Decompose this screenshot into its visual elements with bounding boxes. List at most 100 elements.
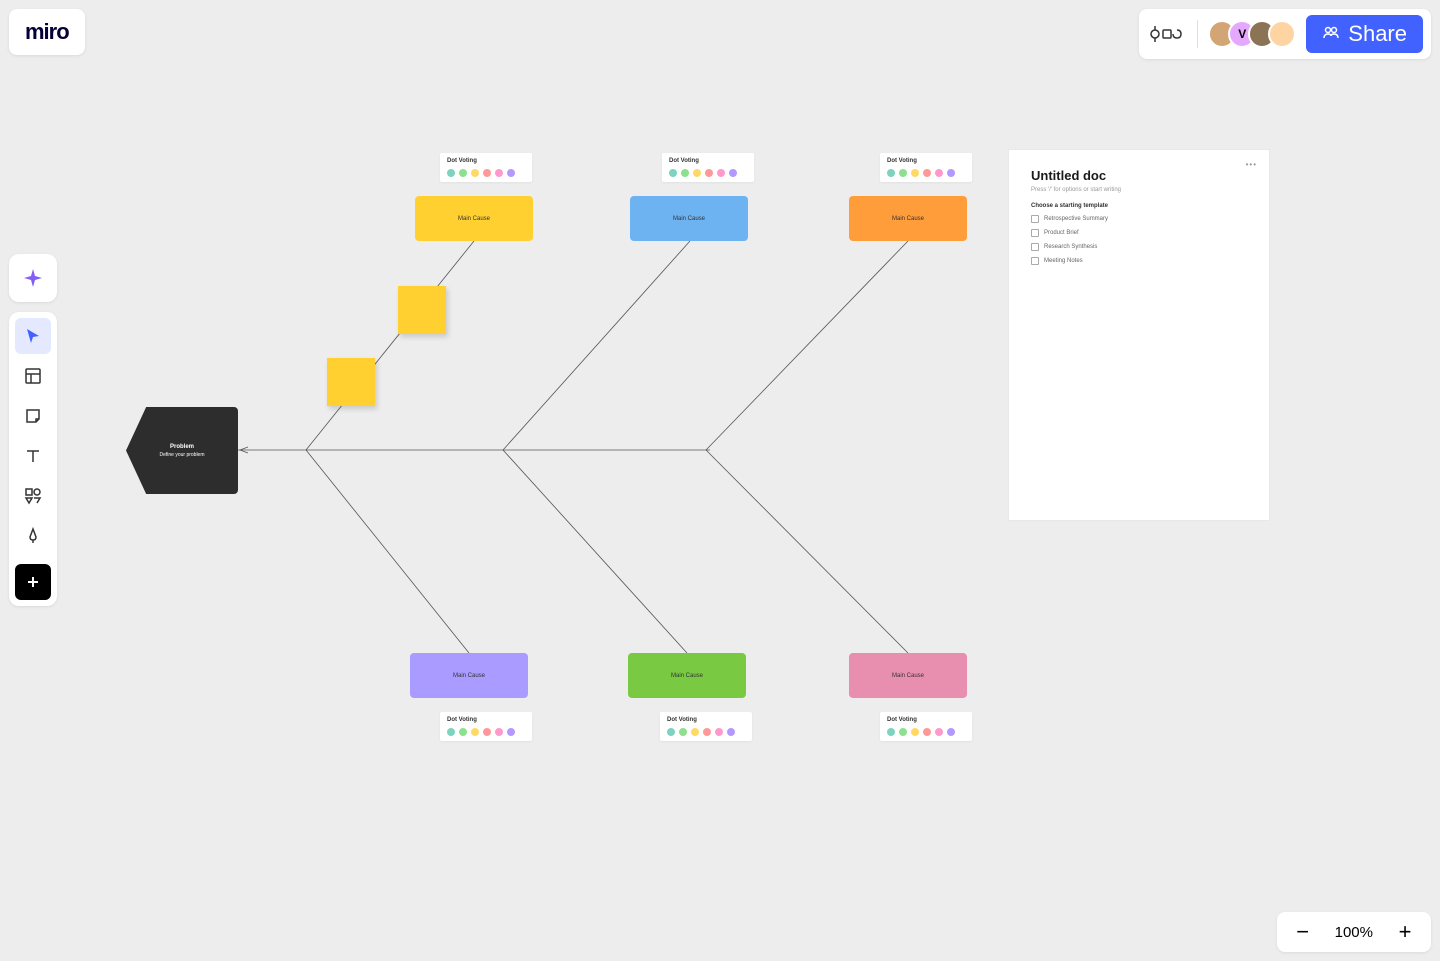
- dot-row: [447, 169, 525, 177]
- vote-dot[interactable]: [447, 169, 455, 177]
- vote-dot[interactable]: [887, 728, 895, 736]
- vote-dot[interactable]: [717, 169, 725, 177]
- template-icon: [1031, 215, 1039, 223]
- dot-voting-label: Dot Voting: [669, 158, 747, 164]
- dot-row: [669, 169, 747, 177]
- text-tool[interactable]: [15, 438, 51, 474]
- cause-box[interactable]: Main Cause: [628, 653, 746, 698]
- dot-voting-label: Dot Voting: [447, 158, 525, 164]
- vote-dot[interactable]: [495, 728, 503, 736]
- vote-dot[interactable]: [911, 728, 919, 736]
- dot-voting-panel[interactable]: Dot Voting: [880, 153, 972, 182]
- dot-row: [667, 728, 745, 736]
- vote-dot[interactable]: [727, 728, 735, 736]
- problem-subtitle: Define your problem: [159, 452, 204, 458]
- select-tool[interactable]: [15, 318, 51, 354]
- template-label: Research Synthesis: [1044, 244, 1097, 250]
- vote-dot[interactable]: [669, 169, 677, 177]
- vote-dot[interactable]: [459, 169, 467, 177]
- vote-dot[interactable]: [507, 728, 515, 736]
- doc-hint: Press '/' for options or start writing: [1031, 187, 1247, 193]
- vote-dot[interactable]: [923, 728, 931, 736]
- vote-dot[interactable]: [947, 728, 955, 736]
- vote-dot[interactable]: [495, 169, 503, 177]
- ai-button[interactable]: [9, 254, 57, 302]
- zoom-controls: − 100% +: [1277, 912, 1431, 952]
- vote-dot[interactable]: [667, 728, 675, 736]
- dot-row: [887, 728, 965, 736]
- doc-menu-icon[interactable]: •••: [1246, 160, 1257, 169]
- problem-head[interactable]: Problem Define your problem: [126, 407, 238, 494]
- vote-dot[interactable]: [483, 728, 491, 736]
- template-icon: [1031, 229, 1039, 237]
- apps-icon[interactable]: [1147, 19, 1187, 49]
- dot-row: [887, 169, 965, 177]
- dot-voting-panel[interactable]: Dot Voting: [880, 712, 972, 741]
- vote-dot[interactable]: [715, 728, 723, 736]
- vote-dot[interactable]: [483, 169, 491, 177]
- vote-dot[interactable]: [923, 169, 931, 177]
- vote-dot[interactable]: [681, 169, 689, 177]
- template-icon: [1031, 257, 1039, 265]
- vote-dot[interactable]: [729, 169, 737, 177]
- dot-voting-panel[interactable]: Dot Voting: [440, 153, 532, 182]
- vote-dot[interactable]: [691, 728, 699, 736]
- dot-voting-panel[interactable]: Dot Voting: [660, 712, 752, 741]
- vote-dot[interactable]: [471, 728, 479, 736]
- zoom-level[interactable]: 100%: [1335, 924, 1373, 941]
- sticky-note[interactable]: [327, 358, 375, 406]
- canvas[interactable]: Problem Define your problem Main Cause Ma…: [0, 0, 1440, 961]
- cause-box[interactable]: Main Cause: [630, 196, 748, 241]
- logo[interactable]: miro: [9, 9, 85, 55]
- share-label: Share: [1348, 21, 1407, 47]
- vote-dot[interactable]: [911, 169, 919, 177]
- zoom-out-button[interactable]: −: [1293, 922, 1313, 942]
- divider: [1197, 20, 1198, 48]
- doc-template[interactable]: Meeting Notes: [1031, 257, 1247, 265]
- template-label: Meeting Notes: [1044, 258, 1083, 264]
- avatar[interactable]: [1268, 20, 1296, 48]
- doc-title[interactable]: Untitled doc: [1031, 168, 1247, 183]
- vote-dot[interactable]: [471, 169, 479, 177]
- dot-row: [447, 728, 525, 736]
- cause-box[interactable]: Main Cause: [415, 196, 533, 241]
- dot-voting-panel[interactable]: Dot Voting: [440, 712, 532, 741]
- topbar: V Share: [1139, 9, 1431, 59]
- cause-box[interactable]: Main Cause: [849, 653, 967, 698]
- vote-dot[interactable]: [447, 728, 455, 736]
- vote-dot[interactable]: [935, 169, 943, 177]
- doc-template[interactable]: Retrospective Summary: [1031, 215, 1247, 223]
- vote-dot[interactable]: [935, 728, 943, 736]
- doc-section: Choose a starting template: [1031, 203, 1247, 209]
- vote-dot[interactable]: [947, 169, 955, 177]
- zoom-in-button[interactable]: +: [1395, 922, 1415, 942]
- dot-voting-label: Dot Voting: [887, 717, 965, 723]
- pen-tool[interactable]: [15, 518, 51, 554]
- template-icon: [1031, 243, 1039, 251]
- doc-panel[interactable]: ••• Untitled doc Press '/' for options o…: [1009, 150, 1269, 520]
- cause-box[interactable]: Main Cause: [849, 196, 967, 241]
- doc-template[interactable]: Research Synthesis: [1031, 243, 1247, 251]
- vote-dot[interactable]: [459, 728, 467, 736]
- template-label: Product Brief: [1044, 230, 1079, 236]
- share-button[interactable]: Share: [1306, 15, 1423, 53]
- vote-dot[interactable]: [703, 728, 711, 736]
- vote-dot[interactable]: [507, 169, 515, 177]
- vote-dot[interactable]: [899, 728, 907, 736]
- sticky-note[interactable]: [398, 286, 446, 334]
- cause-box[interactable]: Main Cause: [410, 653, 528, 698]
- dot-voting-panel[interactable]: Dot Voting: [662, 153, 754, 182]
- dot-voting-label: Dot Voting: [667, 717, 745, 723]
- vote-dot[interactable]: [693, 169, 701, 177]
- vote-dot[interactable]: [887, 169, 895, 177]
- problem-title: Problem: [170, 444, 194, 450]
- vote-dot[interactable]: [705, 169, 713, 177]
- add-tool[interactable]: [15, 564, 51, 600]
- vote-dot[interactable]: [899, 169, 907, 177]
- shapes-tool[interactable]: [15, 478, 51, 514]
- avatar-stack[interactable]: V: [1208, 20, 1296, 48]
- template-tool[interactable]: [15, 358, 51, 394]
- sticky-tool[interactable]: [15, 398, 51, 434]
- vote-dot[interactable]: [679, 728, 687, 736]
- doc-template[interactable]: Product Brief: [1031, 229, 1247, 237]
